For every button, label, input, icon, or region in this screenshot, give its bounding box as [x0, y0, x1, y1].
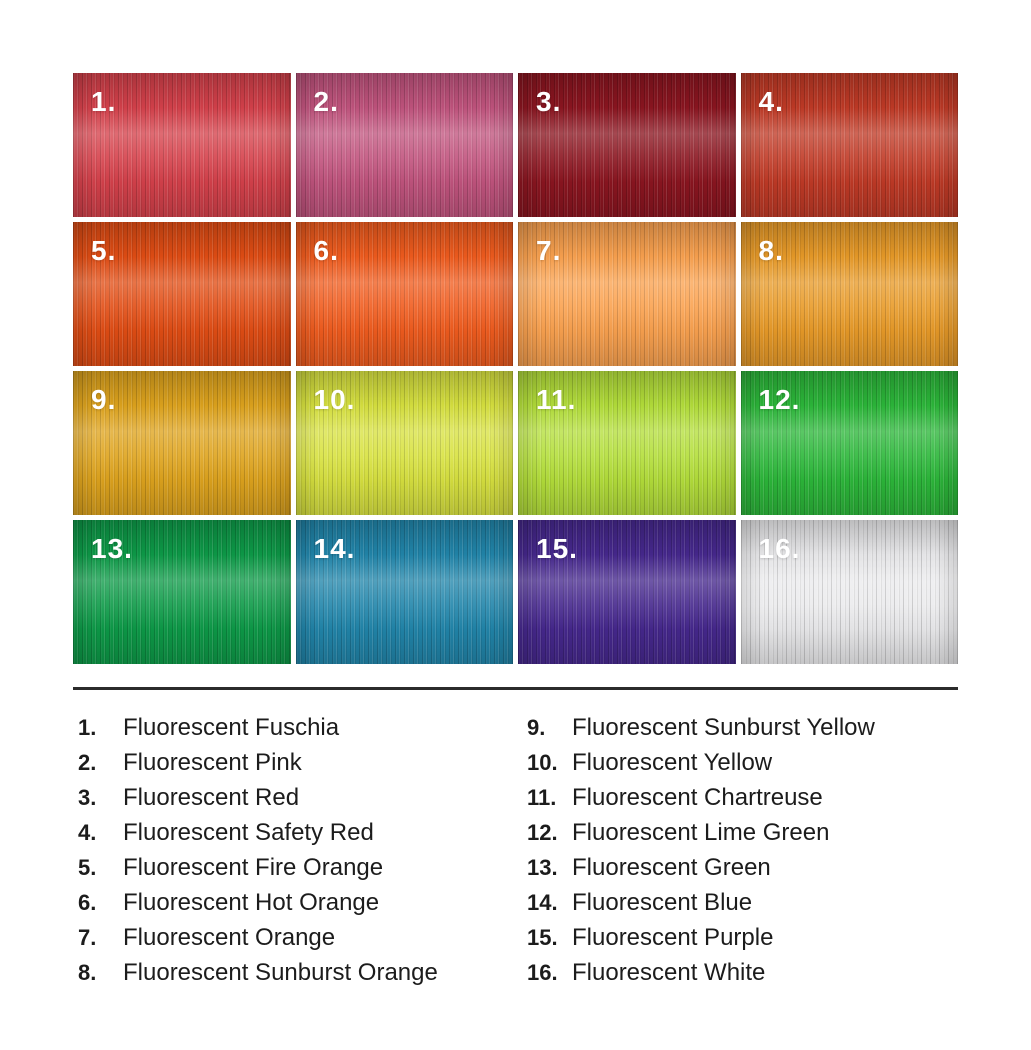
thread-swatch-10: 10.	[295, 371, 513, 515]
legend-item-label: Fluorescent Safety Red	[123, 819, 374, 846]
legend-item-7: 7. Fluorescent Orange	[78, 920, 527, 955]
swatch-number: 16.	[758, 533, 801, 564]
swatch-number: 10.	[313, 384, 356, 415]
swatch-number: 9.	[91, 384, 117, 415]
legend-item-label: Fluorescent Pink	[123, 749, 302, 776]
legend-item-2: 2. Fluorescent Pink	[78, 745, 527, 780]
swatch-number: 7.	[536, 235, 562, 266]
thread-swatch-4: 4.	[740, 73, 958, 217]
thread-swatch-15: 15.	[518, 520, 736, 664]
thread-swatch-5: 5.	[73, 222, 291, 366]
legend-item-label: Fluorescent Purple	[572, 924, 774, 951]
legend-item-label: Fluorescent Lime Green	[572, 819, 830, 846]
legend-item-label: Fluorescent Green	[572, 854, 771, 881]
legend-item-label: Fluorescent Blue	[572, 889, 753, 916]
legend-column-left: 1. Fluorescent Fuschia 2. Fluorescent Pi…	[78, 710, 527, 990]
legend-column-right: 9. Fluorescent Sunburst Yellow 10. Fluor…	[527, 710, 875, 990]
thread-swatch-16: 16.	[740, 520, 958, 664]
legend-item-6: 6. Fluorescent Hot Orange	[78, 885, 527, 920]
legend-item-number: 7.	[78, 925, 97, 950]
thread-swatch-8: 8.	[740, 222, 958, 366]
thread-swatch-2: 2.	[295, 73, 513, 217]
legend-item-1: 1. Fluorescent Fuschia	[78, 710, 527, 745]
legend-item-13: 13. Fluorescent Green	[527, 850, 875, 885]
legend-item-4: 4. Fluorescent Safety Red	[78, 815, 527, 850]
legend-item-3: 3. Fluorescent Red	[78, 780, 527, 815]
legend-item-number: 10.	[527, 750, 558, 775]
swatch-number: 13.	[91, 533, 133, 564]
legend-item-number: 16.	[527, 960, 558, 985]
legend-item-label: Fluorescent Chartreuse	[572, 784, 823, 811]
swatch-number: 5.	[91, 235, 117, 266]
legend-item-16: 16. Fluorescent White	[527, 955, 875, 990]
legend-item-number: 12.	[527, 820, 558, 845]
swatch-number: 12.	[758, 384, 801, 415]
swatch-number: 1.	[91, 86, 117, 117]
thread-swatch-13: 13.	[73, 520, 291, 664]
legend-item-number: 8.	[78, 960, 97, 985]
swatch-number: 4.	[758, 86, 784, 117]
legend-item-label: Fluorescent Orange	[123, 924, 336, 951]
legend-item-11: 11. Fluorescent Chartreuse	[527, 780, 875, 815]
legend-item-label: Fluorescent Sunburst Orange	[123, 959, 438, 986]
legend-item-label: Fluorescent Fire Orange	[123, 854, 384, 881]
thread-swatch-9: 9.	[73, 371, 291, 515]
color-legend: 1. Fluorescent Fuschia 2. Fluorescent Pi…	[73, 710, 958, 990]
legend-item-12: 12. Fluorescent Lime Green	[527, 815, 875, 850]
thread-swatch-14: 14.	[295, 520, 513, 664]
swatch-number: 6.	[313, 235, 339, 266]
swatch-grid: 1. 2. 3. 4. 5. 6. 7. 8. 9. 10. 11. 12. 1…	[73, 73, 958, 664]
thread-swatch-12: 12.	[740, 371, 958, 515]
thread-swatch-11: 11.	[518, 371, 736, 515]
legend-item-number: 13.	[527, 855, 558, 880]
legend-item-label: Fluorescent Sunburst Yellow	[572, 714, 875, 741]
thread-swatch-7: 7.	[518, 222, 736, 366]
legend-item-number: 1.	[78, 715, 97, 740]
legend-item-number: 11.	[527, 785, 557, 810]
legend-item-5: 5. Fluorescent Fire Orange	[78, 850, 527, 885]
thread-swatch-6: 6.	[295, 222, 513, 366]
legend-item-10: 10. Fluorescent Yellow	[527, 745, 875, 780]
swatch-number: 11.	[536, 384, 577, 415]
swatch-number: 3.	[536, 86, 562, 117]
legend-item-number: 5.	[78, 855, 97, 880]
swatch-number: 8.	[758, 235, 784, 266]
swatch-number: 2.	[313, 86, 339, 117]
thread-swatch-3: 3.	[518, 73, 736, 217]
legend-item-label: Fluorescent Yellow	[572, 749, 773, 776]
legend-item-15: 15. Fluorescent Purple	[527, 920, 875, 955]
legend-item-14: 14. Fluorescent Blue	[527, 885, 875, 920]
legend-item-number: 15.	[527, 925, 558, 950]
thread-swatch-1: 1.	[73, 73, 291, 217]
legend-item-label: Fluorescent Red	[123, 784, 300, 811]
legend-item-number: 2.	[78, 750, 97, 775]
legend-item-number: 14.	[527, 890, 558, 915]
legend-item-9: 9. Fluorescent Sunburst Yellow	[527, 710, 875, 745]
swatch-number: 15.	[536, 533, 578, 564]
legend-item-8: 8. Fluorescent Sunburst Orange	[78, 955, 527, 990]
legend-divider	[73, 687, 958, 690]
legend-item-number: 3.	[78, 785, 97, 810]
legend-item-label: Fluorescent Hot Orange	[123, 889, 380, 916]
legend-item-number: 4.	[78, 820, 97, 845]
legend-item-number: 9.	[527, 715, 546, 740]
legend-item-label: Fluorescent White	[572, 959, 766, 986]
swatch-number: 14.	[313, 533, 356, 564]
legend-item-label: Fluorescent Fuschia	[123, 714, 340, 741]
legend-item-number: 6.	[78, 890, 97, 915]
